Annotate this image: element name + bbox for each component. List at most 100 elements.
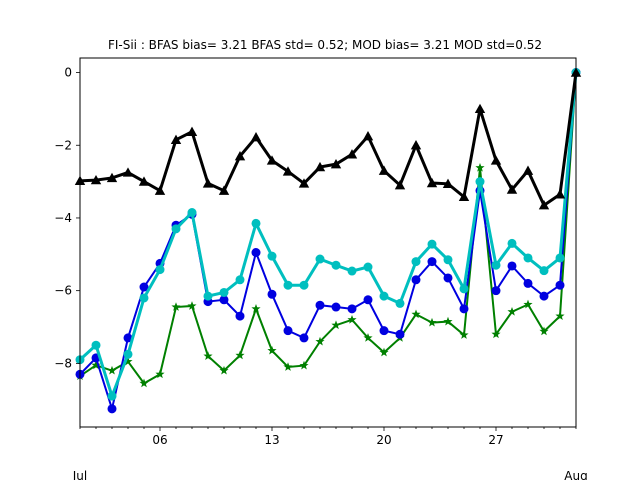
data-point [314,161,326,172]
data-point [362,130,374,141]
data-point [507,261,517,271]
data-point [235,275,245,285]
x-month-label: Aug [564,469,587,480]
data-point [283,362,293,371]
data-point [363,333,373,342]
data-point [139,282,149,292]
data-point [539,326,549,336]
chart-title: FI-Sii : BFAS bias= 3.21 BFAS std= 0.52;… [108,38,542,52]
series-1 [75,68,581,401]
series-layer [74,67,582,414]
data-point [123,333,133,343]
data-point [138,176,150,186]
data-point [250,132,262,142]
data-point [219,295,229,305]
data-point [459,304,469,314]
data-point [235,311,245,321]
data-point [411,309,421,319]
data-point [251,304,261,313]
data-point [427,257,437,267]
data-point [474,103,486,114]
data-point [155,369,165,379]
data-point [379,326,389,336]
series-line [79,72,577,413]
data-point [331,302,341,312]
data-point [411,275,421,285]
data-point [91,360,101,370]
data-point [218,185,230,195]
data-point [538,200,550,210]
data-point [91,340,101,350]
x-axis: 06 13 20 27 Jul Aug [72,427,588,480]
data-point [203,351,213,360]
data-point [523,299,533,309]
series-line [79,72,578,208]
data-point [155,265,165,275]
data-point [555,280,565,290]
data-point [379,347,389,357]
plot-frame [79,57,577,428]
data-point [523,278,533,288]
data-point [299,280,309,290]
data-point [315,336,325,346]
data-point [106,172,118,183]
data-point [122,167,134,177]
data-point [347,314,357,324]
data-point [491,286,501,296]
data-point [234,150,246,161]
data-point [507,238,517,248]
data-point [251,218,261,228]
y-tick-label: −4 [54,211,72,225]
data-point [299,360,309,370]
data-point [266,155,278,165]
data-point [107,391,117,401]
data-point [171,302,181,311]
data-point [539,266,549,276]
data-point [315,300,325,310]
data-point [267,345,277,355]
y-tick-label: −6 [54,284,72,298]
data-point [522,165,534,175]
data-point [251,247,261,257]
data-point [219,287,229,297]
data-point [443,255,453,265]
data-point [506,184,518,194]
series-line [78,72,578,401]
data-point [282,166,294,176]
data-point [410,140,422,150]
data-point [443,273,453,283]
data-point [395,298,405,308]
data-point [459,330,469,339]
data-point [331,260,341,270]
data-point [491,260,501,270]
data-point [235,350,245,360]
data-point [554,189,566,199]
data-point [186,126,198,136]
data-point [539,291,549,301]
data-point [139,293,149,303]
data-point [267,289,277,299]
data-point [394,180,406,190]
data-point [363,295,373,305]
data-point [330,158,342,169]
data-point [187,301,197,310]
x-month-label: Jul [72,469,87,480]
y-axis: 0 −2 −4 −6 −8 [54,66,80,370]
data-point [491,329,501,339]
data-point [459,284,469,294]
y-tick-label: 0 [64,66,72,80]
data-point [379,291,389,301]
x-tick-label: 20 [376,433,391,447]
data-point [139,378,149,388]
data-point [555,311,565,320]
data-point [202,178,214,188]
data-point [426,177,438,188]
data-point [267,251,277,261]
data-point [107,404,117,414]
data-point [395,329,405,339]
data-point [442,178,454,188]
x-tick-label: 13 [264,433,279,447]
data-point [507,306,517,316]
